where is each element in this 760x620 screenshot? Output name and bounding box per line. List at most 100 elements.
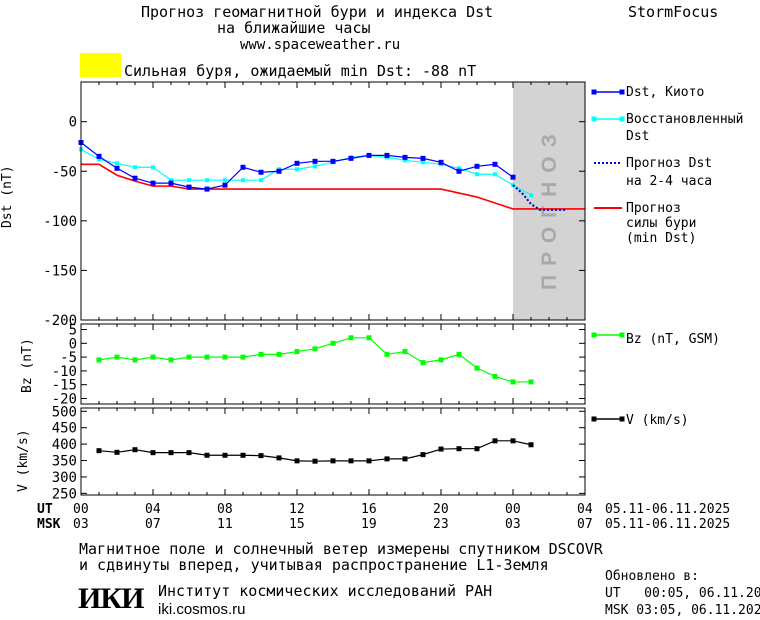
dst-kyoto-line-point: [294, 160, 300, 166]
bz-line-point: [150, 354, 156, 360]
ut-tick-label: 00: [73, 502, 89, 517]
bz-line-point: [474, 365, 480, 371]
dst-restored-line-point: [115, 161, 119, 166]
dst-restored-line-point: [97, 157, 101, 162]
legend-v: V (km/s): [626, 413, 689, 428]
legend-dst-kyoto-swatch-marker: [591, 89, 597, 95]
dst-kyoto-line-point: [402, 154, 408, 160]
footer-note-line2: и сдвинуты вперед, учитывая распростране…: [79, 556, 549, 574]
y-tick-label: 500: [52, 404, 77, 420]
bz-line-point: [348, 335, 354, 341]
dst-kyoto-line-point: [150, 180, 156, 186]
v-panel-frame: [80, 407, 586, 496]
dst-kyoto-line-point: [258, 169, 264, 175]
updated-ut: UT 00:05, 06.11.2025: [605, 586, 760, 601]
updated-label: Обновлено в:: [605, 569, 699, 584]
v-line-point: [96, 448, 102, 454]
dst-restored-line-point: [169, 178, 173, 183]
bz-line-point: [204, 354, 210, 360]
iki-logo[interactable]: ИКИ: [78, 582, 144, 615]
legend-bz: Bz (nT, GSM): [626, 332, 720, 347]
v-line-point: [240, 452, 246, 458]
bz-line-point: [96, 357, 102, 363]
v-line-point: [474, 446, 480, 452]
dst-restored-line-point: [133, 165, 137, 170]
msk-tick-label: 07: [145, 517, 161, 532]
v-line-point: [186, 450, 192, 456]
ut-tick-label: 04: [577, 502, 593, 517]
legend-bz-swatch-marker: [619, 332, 625, 338]
v-line-point: [312, 458, 318, 464]
dst-kyoto-line-point: [384, 152, 390, 158]
y-tick-label: -10: [52, 364, 77, 380]
forecast-region: [513, 82, 585, 320]
bz-line-point: [366, 335, 372, 341]
dst-kyoto-line-point: [366, 152, 372, 158]
bz-line-point: [294, 349, 300, 355]
bz-line-point: [510, 379, 516, 385]
msk-tick-label: 15: [289, 517, 305, 532]
v-line-point: [330, 458, 336, 464]
bz-line-point: [492, 373, 498, 379]
bz-line-point: [276, 351, 282, 357]
storm-forecast-line: [81, 163, 585, 210]
bz-line-point: [258, 351, 264, 357]
institute-url[interactable]: iki.cosmos.ru: [158, 601, 246, 618]
dst-restored-line-point: [475, 172, 479, 177]
v-line: [98, 440, 532, 462]
dst-kyoto-line-point: [438, 159, 444, 165]
bz-line-point: [168, 357, 174, 363]
v-line-point: [258, 453, 264, 459]
bz-line-point: [240, 354, 246, 360]
dst-kyoto-line-point: [186, 184, 192, 190]
footer-note-line1: Магнитное поле и солнечный ветер измерен…: [79, 540, 603, 558]
y-tick-label: -150: [43, 263, 77, 279]
legend-storm-line3: (min Dst): [626, 231, 697, 246]
dst-kyoto-line-point: [492, 161, 498, 167]
brand-name: StormFocus: [628, 3, 719, 21]
ut-tick-label: 08: [217, 502, 233, 517]
legend-dst-kyoto: Dst, Киото: [626, 85, 705, 100]
legend-dst-restored-line2: Dst: [626, 129, 650, 144]
bz-line-point: [132, 357, 138, 363]
dst-kyoto-line-point: [240, 164, 246, 170]
y-tick-label: 450: [52, 421, 77, 437]
v-line-point: [420, 452, 426, 458]
y-tick-label: -100: [43, 214, 77, 230]
dst-panel-frame: [80, 81, 586, 321]
dst-restored-line-point: [313, 164, 317, 169]
y-tick-label: 0: [69, 115, 77, 131]
bz-line-point: [456, 351, 462, 357]
bz-line-point: [330, 340, 336, 346]
dst-kyoto-line-point: [474, 163, 480, 169]
dst-restored-line-point: [205, 178, 209, 183]
y-tick-label: 5: [69, 323, 77, 339]
dst-kyoto-line-point: [204, 186, 210, 192]
legend-v-swatch-marker: [591, 416, 597, 422]
dst-restored-line-point: [529, 193, 533, 198]
y-tick-label: 0: [69, 336, 77, 352]
site-url[interactable]: www.spaceweather.ru: [240, 37, 401, 53]
bz-line-point: [402, 349, 408, 355]
v-line-point: [438, 446, 444, 452]
msk-axis-label: MSK: [37, 517, 61, 532]
v-line-point: [528, 442, 534, 448]
v-line-point: [402, 456, 408, 462]
dst-kyoto-line-point: [312, 158, 318, 164]
ut-tick-label: 04: [145, 502, 161, 517]
msk-tick-label: 03: [505, 517, 521, 532]
chart-title-line1: Прогноз геомагнитной бури и индекса Dst: [141, 3, 494, 21]
dst-kyoto-line-point: [132, 175, 138, 181]
v-line-point: [456, 446, 462, 452]
bz-axis-label: Bz (nT): [20, 338, 35, 393]
dst-kyoto-line-point: [96, 153, 102, 159]
legend-bz-swatch-marker: [591, 332, 597, 338]
ut-tick-label: 12: [289, 502, 305, 517]
v-line-point: [384, 456, 390, 462]
dst-kyoto-line-point: [510, 174, 516, 180]
y-tick-label: -15: [52, 378, 77, 394]
y-tick-label: -5: [60, 350, 77, 366]
bz-line-point: [312, 346, 318, 352]
legend-v-swatch-marker: [619, 416, 625, 422]
